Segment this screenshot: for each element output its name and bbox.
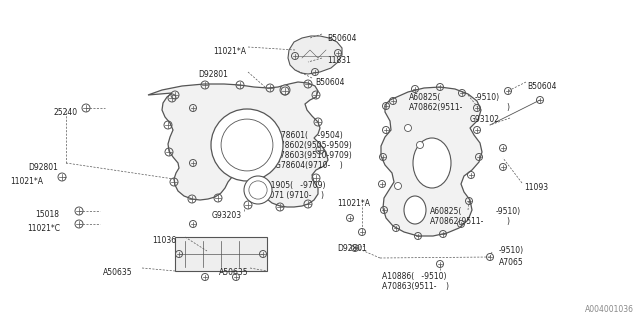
Text: 11093: 11093 (524, 183, 548, 192)
Circle shape (404, 124, 412, 132)
Text: 11036: 11036 (152, 236, 176, 245)
Circle shape (280, 85, 290, 95)
Circle shape (417, 141, 424, 148)
Text: D92801: D92801 (337, 244, 367, 253)
Text: G78604(9710-    ): G78604(9710- ) (275, 161, 343, 170)
Text: A60825(: A60825( (409, 93, 442, 102)
Text: A70862(9511-: A70862(9511- (430, 217, 484, 226)
Text: 11021*A: 11021*A (10, 177, 43, 186)
Text: -9510): -9510) (499, 246, 524, 255)
Text: ): ) (506, 217, 509, 226)
Text: 11021*A: 11021*A (337, 199, 370, 208)
FancyBboxPatch shape (175, 237, 267, 271)
Text: G78602(9505-9509): G78602(9505-9509) (275, 141, 353, 150)
Text: 11021*C: 11021*C (27, 224, 60, 233)
Text: A60825(: A60825( (430, 207, 462, 216)
Text: G93102: G93102 (470, 115, 500, 124)
Polygon shape (148, 82, 328, 207)
Text: A70863(9511-    ): A70863(9511- ) (382, 282, 449, 291)
Text: B50604: B50604 (327, 34, 356, 43)
Text: G91905(   -9709): G91905( -9709) (260, 181, 326, 190)
Text: A7065: A7065 (499, 258, 524, 267)
Text: G78601(    -9504): G78601( -9504) (275, 131, 343, 140)
Circle shape (244, 176, 272, 204)
Text: G93203: G93203 (212, 211, 242, 220)
Ellipse shape (404, 196, 426, 224)
Text: 25240: 25240 (53, 108, 77, 117)
Text: ): ) (506, 103, 509, 112)
Text: 11071 (9710-    ): 11071 (9710- ) (260, 191, 324, 200)
Polygon shape (288, 36, 342, 74)
Text: -9510): -9510) (496, 207, 521, 216)
Polygon shape (381, 87, 482, 236)
Circle shape (211, 109, 283, 181)
Text: 15018: 15018 (35, 210, 59, 219)
Text: D92801: D92801 (28, 163, 58, 172)
Text: 11021*A: 11021*A (213, 47, 246, 56)
Text: -9510): -9510) (475, 93, 500, 102)
Text: A50635: A50635 (103, 268, 132, 277)
Circle shape (394, 182, 401, 189)
Text: A70862(9511-: A70862(9511- (409, 103, 463, 112)
Text: B50604: B50604 (315, 78, 344, 87)
Text: A10886(   -9510): A10886( -9510) (382, 272, 447, 281)
Text: A004001036: A004001036 (585, 305, 634, 314)
Ellipse shape (413, 138, 451, 188)
Text: B50604: B50604 (527, 82, 557, 91)
Text: G78603(9510-9709): G78603(9510-9709) (275, 151, 353, 160)
Text: A50635: A50635 (219, 268, 248, 277)
Text: 11831: 11831 (327, 56, 351, 65)
Text: D92801: D92801 (198, 70, 228, 79)
